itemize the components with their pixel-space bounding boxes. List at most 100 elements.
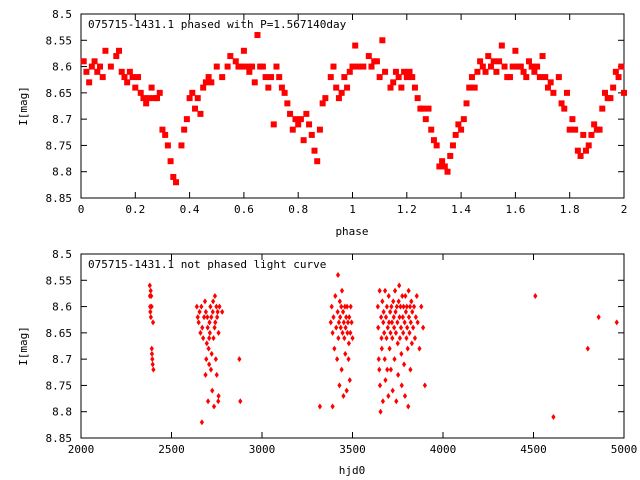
unphased-data-point — [411, 303, 417, 310]
unphased-data-point — [403, 293, 408, 300]
unphased-data-point — [383, 314, 389, 321]
phased-data-point — [585, 142, 592, 149]
phased-data-point — [170, 173, 177, 180]
phased-data-point — [338, 89, 345, 96]
phased-data-point — [566, 126, 573, 133]
phased-x-axis-title: phase — [335, 225, 368, 238]
unphased-data-point — [237, 356, 242, 363]
unphased-data-points — [147, 272, 619, 426]
phased-data-point — [574, 147, 581, 154]
phased-data-point — [455, 121, 462, 128]
phased-data-point — [577, 152, 584, 159]
phased-y-tick-label: 8.55 — [46, 34, 73, 47]
unphased-data-point — [195, 314, 200, 321]
phased-data-point — [612, 68, 619, 75]
phased-data-point — [501, 63, 508, 70]
phased-data-point — [591, 121, 598, 128]
unphased-data-point — [149, 303, 154, 310]
unphased-data-point — [200, 324, 205, 331]
phased-data-point — [213, 63, 220, 70]
phased-y-tick-label: 8.8 — [52, 166, 72, 179]
unphased-data-point — [389, 319, 395, 326]
unphased-data-point — [401, 329, 406, 336]
phased-data-point — [509, 63, 516, 70]
phased-data-point — [102, 47, 109, 54]
unphased-data-point — [148, 314, 153, 321]
unphased-data-point — [216, 392, 221, 399]
phased-data-point — [468, 74, 475, 81]
unphased-data-point — [403, 308, 408, 315]
phased-data-point — [200, 84, 207, 91]
phased-data-point — [284, 100, 291, 107]
unphased-data-point — [383, 377, 388, 384]
unphased-data-point — [213, 356, 218, 363]
unphased-data-point — [205, 398, 211, 405]
unphased-x-tick-label: 2500 — [158, 443, 185, 456]
phased-data-point — [460, 116, 467, 123]
unphased-data-point — [409, 298, 414, 305]
phased-data-point — [596, 126, 603, 133]
phased-data-point — [558, 100, 565, 107]
phased-data-point — [601, 89, 608, 96]
phased-data-point — [580, 131, 587, 138]
phased-data-point — [80, 58, 87, 65]
phased-data-point — [621, 89, 627, 96]
phased-data-point — [471, 84, 478, 91]
unphased-data-point — [402, 319, 407, 326]
unphased-data-point — [150, 356, 155, 363]
phased-data-point — [121, 74, 128, 81]
unphased-data-point — [397, 282, 402, 289]
unphased-data-point — [149, 293, 154, 300]
unphased-data-point — [340, 329, 345, 336]
unphased-data-point — [392, 324, 397, 331]
phased-data-point — [441, 163, 448, 170]
phased-data-point — [162, 131, 169, 138]
phased-x-tick-label: 0.2 — [125, 203, 145, 216]
unphased-data-point — [414, 293, 419, 300]
unphased-data-point — [349, 319, 354, 326]
unphased-data-point — [389, 303, 394, 310]
unphased-data-point — [391, 314, 396, 321]
unphased-data-point — [338, 324, 343, 331]
phased-data-point — [379, 37, 386, 44]
phased-data-point — [322, 95, 329, 102]
unphased-data-point — [394, 303, 399, 310]
unphased-data-point — [150, 319, 156, 326]
unphased-data-point — [345, 319, 351, 326]
phased-data-point — [194, 95, 201, 102]
unphased-data-point — [406, 314, 412, 321]
phased-data-point — [94, 68, 101, 75]
phased-data-point — [360, 63, 367, 70]
unphased-data-point — [199, 303, 204, 310]
phased-data-point — [297, 116, 304, 123]
phased-data-point — [555, 74, 562, 81]
phased-data-point — [449, 142, 456, 149]
unphased-data-point — [206, 345, 211, 352]
unphased-data-point — [215, 314, 220, 321]
phased-y-axis-title: I[mag] — [17, 86, 30, 126]
phased-data-point — [512, 47, 519, 54]
phased-x-tick-label: 0.8 — [288, 203, 308, 216]
phased-data-point — [295, 121, 302, 128]
phased-x-tick-label: 2 — [621, 203, 628, 216]
unphased-data-point — [335, 308, 340, 315]
unphased-y-axis-title: I[mag] — [17, 326, 30, 366]
unphased-data-point — [411, 324, 416, 331]
unphased-data-point — [348, 329, 353, 336]
phased-data-point — [561, 105, 568, 112]
phased-data-point — [588, 131, 595, 138]
phased-data-point — [262, 74, 269, 81]
phased-plot-frame — [80, 13, 625, 199]
unphased-data-point — [331, 314, 336, 321]
phased-data-point — [392, 68, 399, 75]
unphased-data-point — [334, 324, 339, 331]
unphased-data-point — [213, 319, 218, 326]
unphased-y-tick-label: 8.7 — [52, 353, 72, 366]
unphased-data-point — [347, 377, 352, 384]
phased-data-point — [409, 74, 416, 81]
unphased-data-point — [405, 345, 410, 352]
unphased-data-point — [341, 319, 346, 326]
phased-y-tick-label: 8.75 — [46, 139, 73, 152]
phased-data-point — [181, 126, 188, 133]
phased-data-point — [99, 74, 106, 81]
